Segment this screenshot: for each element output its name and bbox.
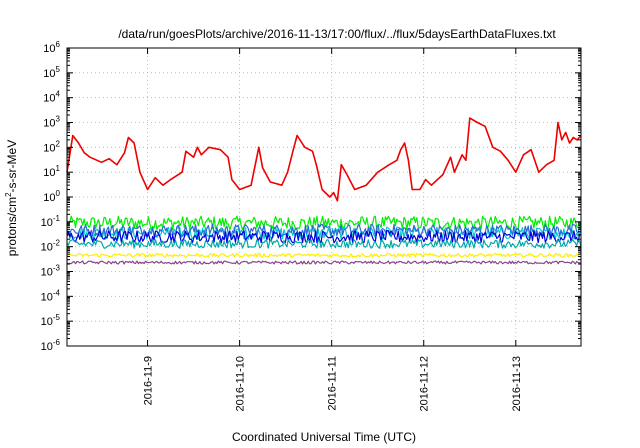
y-tick-exp: 3 bbox=[56, 115, 61, 124]
y-tick-exp: -3 bbox=[53, 264, 61, 273]
y-axis: 10-610-510-410-310-210-11001011021031041… bbox=[41, 40, 581, 353]
y-tick-exp: 4 bbox=[56, 90, 61, 99]
y-tick-base: 10 bbox=[41, 316, 53, 328]
series-line-3 bbox=[66, 223, 582, 238]
y-tick-label: 10-4 bbox=[41, 288, 61, 303]
x-tick-label: 2016-11-11 bbox=[327, 356, 339, 411]
y-tick-base: 10 bbox=[41, 267, 53, 279]
y-tick-exp: -5 bbox=[53, 313, 61, 322]
y-tick-label: 10-6 bbox=[41, 338, 61, 353]
series-line-1 bbox=[66, 215, 582, 231]
chart-title: /data/run/goesPlots/archive/2016-11-13/1… bbox=[118, 27, 556, 41]
y-tick-label: 10-5 bbox=[41, 313, 61, 328]
series-line-6 bbox=[66, 252, 582, 258]
y-tick-exp: 5 bbox=[56, 65, 61, 74]
y-tick-label: 10-1 bbox=[41, 214, 61, 229]
y-axis-label-rest: -s-sr-MeV bbox=[5, 140, 19, 193]
y-tick-label: 10-2 bbox=[41, 239, 61, 254]
y-tick-exp: 1 bbox=[56, 164, 61, 173]
y-tick-base: 10 bbox=[43, 43, 55, 55]
x-tick-label: 2016-11-9 bbox=[143, 356, 155, 405]
y-tick-label: 100 bbox=[43, 189, 60, 204]
y-tick-label: 106 bbox=[43, 40, 60, 55]
y-tick-label: 103 bbox=[43, 115, 60, 130]
y-axis-label-sup: 2 bbox=[4, 192, 13, 197]
y-tick-exp: -2 bbox=[53, 239, 61, 248]
y-tick-exp: 2 bbox=[56, 139, 61, 148]
y-tick-base: 10 bbox=[41, 291, 53, 303]
y-tick-label: 101 bbox=[43, 164, 60, 179]
y-tick-exp: -1 bbox=[53, 214, 61, 223]
y-tick-base: 10 bbox=[41, 242, 53, 254]
series-line-5 bbox=[66, 238, 582, 249]
y-tick-base: 10 bbox=[41, 217, 53, 229]
y-tick-label: 102 bbox=[43, 139, 60, 154]
y-tick-base: 10 bbox=[43, 142, 55, 154]
y-tick-base: 10 bbox=[43, 118, 55, 130]
series-line-0 bbox=[66, 117, 582, 202]
x-axis: 2016-11-9 2016-11-10 2016-11-11 2016-11-12 2… bbox=[143, 48, 523, 411]
x-tick-label: 2016-11-10 bbox=[235, 356, 247, 411]
x-axis-label: Coordinated Universal Time (UTC) bbox=[232, 430, 416, 444]
y-tick-exp: -6 bbox=[53, 338, 61, 347]
x-tick-label: 2016-11-13 bbox=[511, 356, 523, 411]
plot-lines bbox=[66, 117, 582, 265]
y-axis-label: protons/cm2-s-sr-MeV bbox=[4, 140, 19, 256]
y-tick-base: 10 bbox=[43, 192, 55, 204]
y-tick-base: 10 bbox=[43, 167, 55, 179]
y-tick-label: 104 bbox=[43, 90, 60, 105]
y-tick-exp: -4 bbox=[53, 288, 61, 297]
y-axis-label-base: protons/cm bbox=[5, 197, 19, 256]
y-tick-label: 10-3 bbox=[41, 264, 61, 279]
y-tick-exp: 0 bbox=[56, 189, 61, 198]
y-tick-base: 10 bbox=[43, 68, 55, 80]
y-tick-base: 10 bbox=[41, 341, 53, 353]
y-tick-base: 10 bbox=[43, 93, 55, 105]
y-tick-exp: 6 bbox=[56, 40, 61, 49]
series-line-7 bbox=[66, 260, 582, 265]
series-line-4 bbox=[66, 230, 582, 244]
y-tick-label: 105 bbox=[43, 65, 60, 80]
x-tick-label: 2016-11-12 bbox=[419, 356, 431, 411]
grid bbox=[67, 48, 581, 346]
